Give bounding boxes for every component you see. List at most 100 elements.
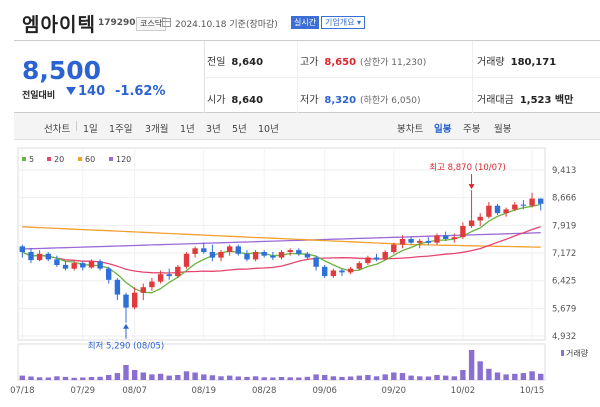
volume-bar [71,377,77,381]
candle-body [391,244,397,252]
volume-bar [45,377,51,380]
high-arrow-head [468,184,475,190]
high-value: 8,650 [324,57,357,68]
legend-label: 20 [54,155,64,164]
legend-label: 120 [116,155,131,164]
legend-swatch [78,157,82,161]
volume-bar [451,376,457,381]
candle-body [88,261,95,268]
change-label: 전일대비 [22,91,56,101]
y-tick-label: 6,425 [552,277,576,287]
volume-bar [443,375,449,380]
volume-bar [365,375,371,380]
candle-body [356,263,362,269]
volume-bar [278,377,285,380]
candle-body [339,270,345,273]
volume-bar [227,375,233,380]
legend-swatch [561,350,564,356]
candle-body [425,240,432,243]
candle-body [529,198,535,206]
quote-date: 2024.10.18 기준(장마감) [175,20,278,30]
y-tick-label: 5,679 [552,304,576,314]
stock-header: 엠아이텍 179290 코스닥 2024.10.18 기준(장마감) 실시간 기… [0,0,600,40]
volume-bar [468,350,475,380]
candle-body [520,204,527,206]
volume-bar [503,374,509,380]
divider [204,77,600,78]
y-tick-label: 7,172 [552,249,576,259]
volume-bar [28,376,34,380]
period-1y[interactable]: 1년 [180,124,195,135]
volume-bar [304,376,311,381]
candle-body [494,205,501,214]
volume-bar [512,373,518,381]
tab-daily[interactable]: 일봉 [434,124,452,135]
x-tick-label: 08/28 [252,386,277,396]
volume-bar [157,373,164,381]
period-bar: 선차트 1일 1주일 3개월 1년 3년 5년 10년 봉차트 일봉 주봉 월봉 [14,113,600,140]
candle-body [261,252,267,256]
volume-label: 거래량 [566,348,589,358]
candle-body [235,246,241,254]
candle-body [140,287,146,293]
x-tick-label: 07/29 [71,386,96,396]
period-1d[interactable]: 1일 [83,124,98,135]
period-5y[interactable]: 5년 [232,124,247,135]
x-tick-label: 08/19 [191,386,216,396]
volume-bar [80,377,86,380]
candle-body [209,252,216,258]
volume-bar [460,370,466,380]
low-label: 저가 [300,95,319,106]
candle-body [45,253,51,260]
y-tick-label: 9,413 [552,166,576,176]
candle-body [149,281,155,288]
tab-weekly[interactable]: 주봉 [463,124,481,135]
volume-bar [36,377,43,381]
low-annotation: 최저 5,290 (08/05) [88,341,165,352]
tab-monthly[interactable]: 월봉 [494,124,512,135]
candle-body [373,257,380,260]
candle-body [166,274,172,277]
period-3y[interactable]: 3년 [206,124,221,135]
candle-body [330,270,337,277]
candle-body [417,240,423,243]
candle-body [434,235,440,243]
legend-swatch [47,157,51,161]
candle-body [365,257,371,264]
period-10y[interactable]: 10년 [258,124,279,135]
realtime-button[interactable]: 실시간 [291,16,320,29]
trade-amount: 거래대금 1,523 백만 [477,91,573,106]
volume-bar [391,372,397,380]
low-value: 8,320 [324,95,357,106]
candle-body [347,268,354,273]
volume: 거래량 180,171 [477,53,556,68]
open-label: 시가 [207,95,226,106]
price-change: 140 [66,84,105,99]
period-1w[interactable]: 1주일 [109,124,133,135]
candle-body [123,294,129,308]
period-line-chart[interactable]: 선차트 [44,124,71,135]
volume-bar [244,376,250,380]
candle-body [408,239,414,243]
period-3m[interactable]: 3개월 [145,124,169,135]
ma60-line [22,226,541,248]
candle-body [106,268,112,280]
volume-bar [97,376,103,381]
candle-body [218,252,224,258]
lower-limit: (하한가 6,050) [360,96,421,106]
volume-value: 180,171 [510,57,557,68]
corp-info-dropdown[interactable]: 기업개요 ▾ [321,16,365,29]
stock-chart[interactable]: 9,413 8,666 7,919 7,172 6,425 5,679 4,932 07/18… [0,140,600,407]
volume-bar [149,374,155,380]
x-tick-label: 08/07 [122,386,147,396]
high-price: 고가 8,650 (상한가 11,230) [300,53,426,68]
volume-bar [62,376,69,380]
prev-close-label: 전일 [207,57,226,68]
open-price: 시가 8,640 [207,91,263,106]
candle-body [183,253,190,267]
candle-body [451,237,457,240]
candle-body [132,292,138,308]
high-annotation: 최고 8,870 (10/07) [429,162,506,173]
amount-label: 거래대금 [477,95,514,106]
candle-body [382,252,388,260]
